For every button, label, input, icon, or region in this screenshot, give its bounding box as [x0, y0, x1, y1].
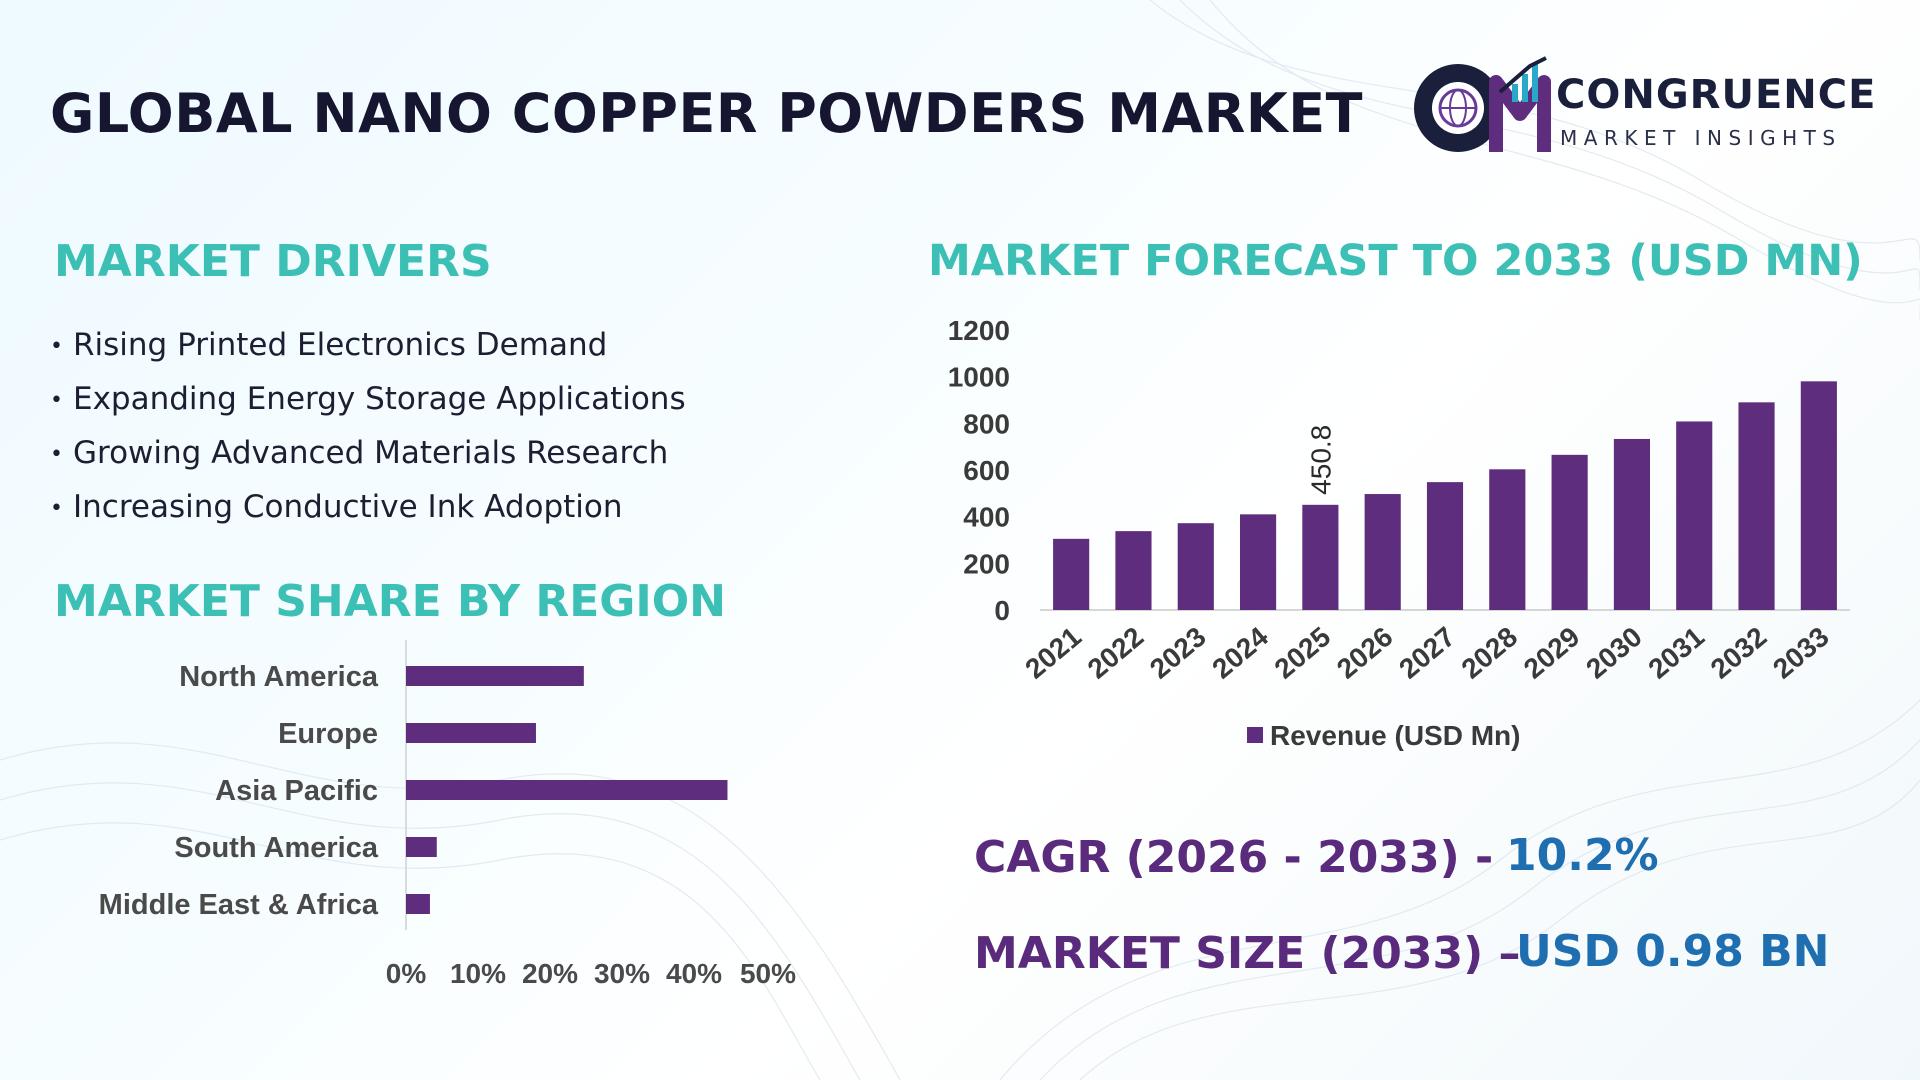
forecast-bar [1426, 482, 1464, 610]
x-tick-label: 2023 [1144, 621, 1212, 685]
driver-item: Expanding Energy Storage Applications [50, 376, 686, 430]
page-title: GLOBAL NANO COPPER POWDERS MARKET [50, 82, 1363, 145]
x-tick-label: 10% [450, 958, 506, 989]
x-tick-label: 50% [740, 958, 796, 989]
driver-item: Increasing Conductive Ink Adoption [50, 484, 686, 538]
forecast-bar [1240, 514, 1277, 610]
x-tick-label: 2022 [1082, 621, 1150, 685]
x-tick-label: 20% [522, 958, 578, 989]
forecast-bar [1302, 504, 1339, 610]
region-bar [406, 837, 437, 857]
forecast-bar [1053, 538, 1090, 610]
forecast-chart-title: MARKET FORECAST TO 2033 (USD MN) [928, 236, 1863, 286]
logo-wordmark: CONGRUENCE [1556, 72, 1877, 118]
region-bar [406, 723, 536, 743]
y-tick-label: 400 [963, 502, 1010, 533]
x-tick-label: 2033 [1767, 621, 1835, 685]
market-size-label: MARKET SIZE (2033) – [974, 928, 1521, 979]
data-label: 450.8 [1305, 425, 1336, 495]
forecast-bar [1613, 438, 1650, 610]
forecast-bar [1738, 402, 1775, 610]
forecast-bar [1489, 469, 1526, 610]
x-tick-label: 2029 [1518, 621, 1586, 685]
market-size-value: USD 0.98 BN [1516, 926, 1830, 977]
forecast-bar [1364, 494, 1401, 610]
region-label: Middle East & Africa [99, 889, 379, 921]
region-label: Asia Pacific [215, 775, 378, 807]
region-bar [406, 780, 728, 800]
forecast-bar [1115, 531, 1152, 610]
legend-label: Revenue (USD Mn) [1270, 720, 1520, 751]
region-chart-title: MARKET SHARE BY REGION [54, 576, 726, 627]
x-tick-label: 2027 [1393, 621, 1461, 685]
x-tick-label: 2028 [1456, 621, 1524, 685]
x-tick-label: 2024 [1206, 621, 1274, 685]
legend-swatch [1247, 727, 1263, 743]
x-tick-label: 2032 [1705, 621, 1773, 685]
forecast-bar [1551, 454, 1588, 610]
y-tick-label: 1000 [948, 362, 1010, 393]
y-tick-label: 800 [963, 408, 1010, 439]
drivers-heading: MARKET DRIVERS [54, 236, 492, 287]
region-label: North America [179, 661, 379, 693]
x-tick-label: 2030 [1580, 621, 1648, 685]
y-tick-label: 0 [994, 595, 1010, 626]
forecast-bar [1676, 421, 1713, 610]
x-tick-label: 0% [386, 958, 427, 989]
x-tick-label: 2025 [1269, 621, 1337, 685]
driver-item: Growing Advanced Materials Research [50, 430, 686, 484]
y-tick-label: 600 [963, 455, 1010, 486]
drivers-list: Rising Printed Electronics Demand Expand… [50, 322, 686, 538]
region-bar [406, 666, 584, 686]
cagr-label: CAGR (2026 - 2033) - [974, 832, 1494, 883]
cagr-value: 10.2% [1506, 830, 1659, 881]
x-tick-label: 2026 [1331, 621, 1399, 685]
forecast-bar [1800, 381, 1837, 610]
region-label: Europe [278, 718, 378, 750]
driver-item: Rising Printed Electronics Demand [50, 322, 686, 376]
y-tick-label: 1200 [948, 315, 1010, 346]
x-tick-label: 40% [666, 958, 722, 989]
y-tick-label: 200 [963, 548, 1010, 579]
x-tick-label: 2021 [1019, 621, 1087, 685]
region-label: South America [174, 832, 378, 864]
congruence-logo [1414, 56, 1551, 152]
x-tick-label: 2031 [1642, 621, 1710, 685]
logo-tagline: MARKET INSIGHTS [1560, 126, 1842, 150]
forecast-bar [1177, 523, 1214, 610]
region-bar [406, 894, 430, 914]
x-tick-label: 30% [594, 958, 650, 989]
